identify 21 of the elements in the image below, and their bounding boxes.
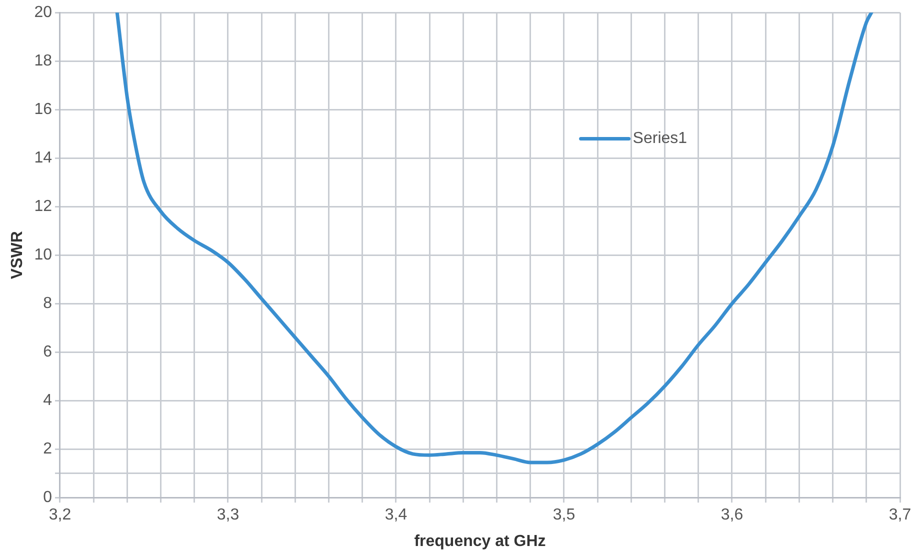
y-tick-label: 6	[43, 344, 52, 361]
y-tick-label: 14	[34, 150, 52, 167]
x-tick-label: 3,6	[720, 506, 744, 524]
y-tick-label: 18	[34, 52, 52, 70]
line-series	[115, 12, 874, 464]
y-tick-label: 8	[43, 295, 52, 312]
y-tick-label: 12	[34, 198, 52, 216]
y-axis-title: VSWR	[9, 230, 26, 280]
y-tick-label: 16	[34, 101, 52, 118]
x-tick-label: 3,7	[888, 506, 912, 524]
y-tick-label: 4	[43, 392, 52, 410]
legend-label: Series1	[632, 130, 688, 148]
y-tick-label: 0	[43, 489, 52, 506]
y-tick-label: 20	[34, 4, 52, 22]
x-tick-label: 3,4	[384, 506, 408, 524]
x-tick-label: 3,3	[216, 506, 240, 524]
x-axis-title: frequency at GHz	[414, 532, 546, 550]
x-tick-label: 3,5	[552, 506, 576, 524]
y-tick-label: 2	[43, 440, 52, 458]
x-tick-label: 3,2	[48, 506, 72, 524]
y-tick-label: 10	[34, 246, 52, 264]
